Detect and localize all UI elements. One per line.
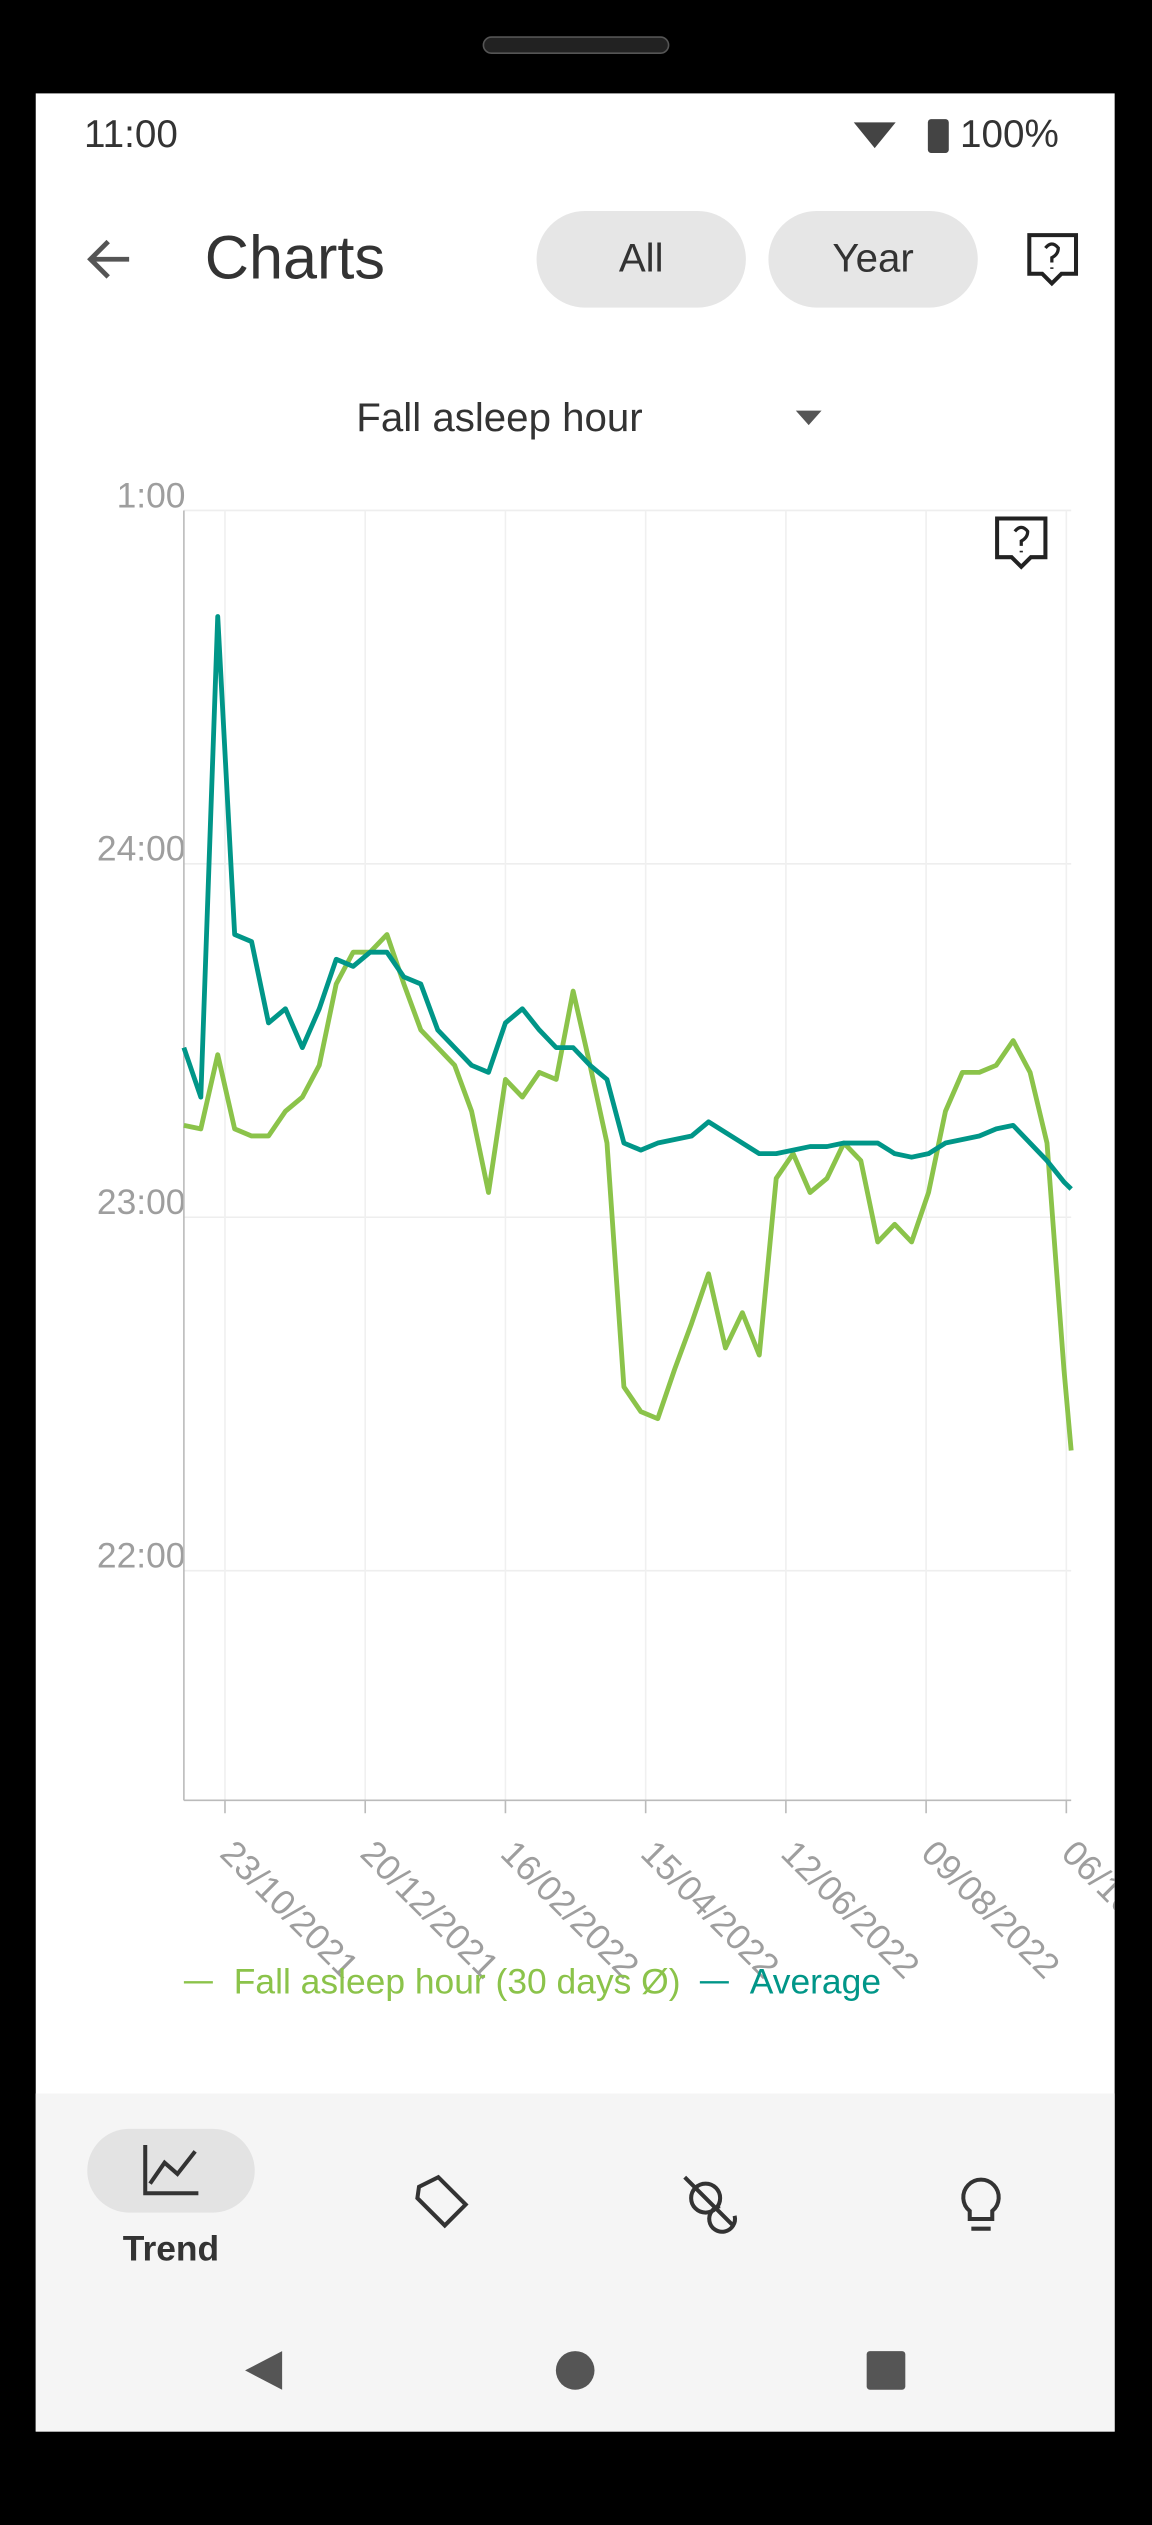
series-line [183, 932, 1074, 1451]
status-battery: 100% [960, 113, 1059, 156]
legend: Fall asleep hour (30 days Ø) Average [183, 1961, 881, 2001]
metric-selector[interactable]: Fall asleep hour [356, 395, 642, 440]
y-tick-label: 24:00 [97, 829, 186, 869]
system-back[interactable] [245, 2351, 283, 2390]
dropdown-arrow[interactable] [795, 410, 822, 426]
system-home[interactable] [555, 2351, 595, 2390]
idea-icon[interactable] [961, 2177, 1001, 2231]
screen [35, 93, 1115, 2432]
y-tick-label: 23:00 [97, 1182, 186, 1222]
filter-chip[interactable] [768, 210, 978, 308]
series-line [181, 614, 1073, 1191]
y-tick-label: 22:00 [97, 1535, 186, 1575]
weather-icon[interactable] [683, 2175, 737, 2234]
trend-icon[interactable] [143, 2144, 199, 2196]
legend-label: Fall asleep hour (30 days Ø) [234, 1961, 681, 2001]
system-recents[interactable] [866, 2351, 906, 2390]
page-title: Charts [205, 224, 385, 292]
legend-label: Average [750, 1961, 881, 2001]
filter-label[interactable]: Year [832, 235, 913, 280]
chart-help[interactable] [995, 516, 1048, 570]
y-tick-label: 1:00 [117, 475, 186, 515]
wifi-icon [853, 122, 896, 149]
tag-icon[interactable] [415, 2174, 469, 2229]
status-time: 11:00 [84, 113, 178, 156]
back-button[interactable] [87, 239, 130, 279]
speaker [482, 36, 670, 54]
filter-chip[interactable] [536, 210, 746, 308]
filter-label[interactable]: All [619, 235, 664, 280]
battery-icon [927, 119, 949, 153]
nav-label[interactable]: Trend [123, 2229, 219, 2269]
help-button[interactable] [1027, 233, 1079, 287]
